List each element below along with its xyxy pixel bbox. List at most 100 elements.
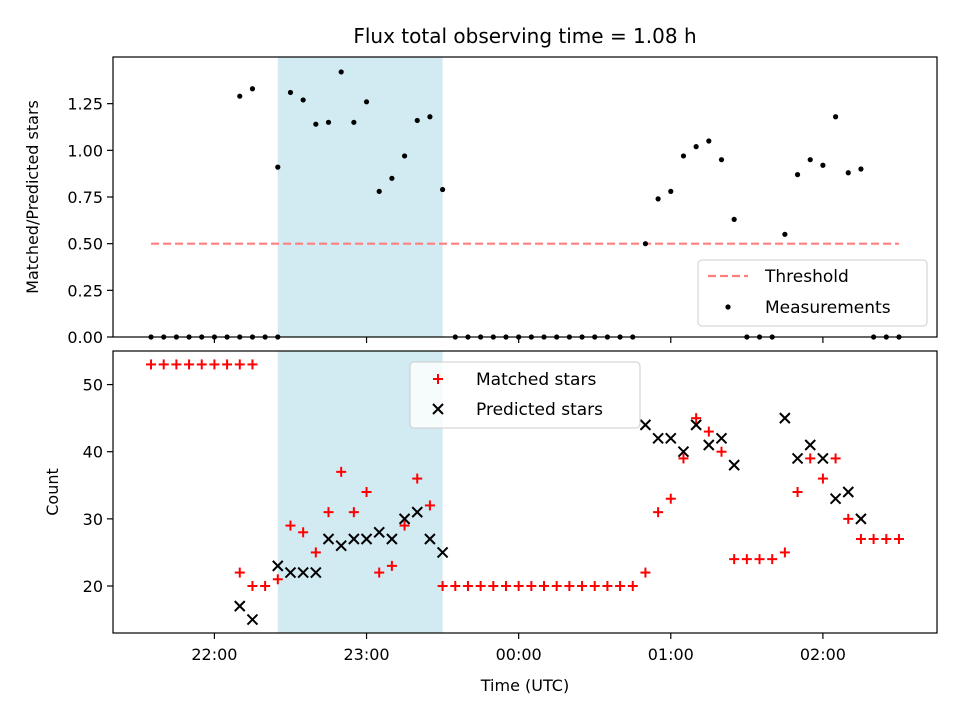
- predicted-star-point: [842, 486, 854, 498]
- bottom-plot-frame: [112, 350, 938, 634]
- matched-star-point: [437, 581, 448, 591]
- predicted-star-point: [652, 432, 664, 444]
- matched-star-point: [222, 359, 233, 370]
- matched-star-point: [146, 359, 157, 370]
- matched-star-point: [589, 581, 600, 591]
- legend-predicted-label: Predicted stars: [476, 400, 603, 420]
- bottom-y-tick-label: 30: [83, 510, 103, 529]
- matched-star-point: [526, 581, 537, 591]
- matched-star-point: [817, 473, 828, 484]
- matched-star-point: [893, 534, 904, 544]
- matched-star-point: [424, 500, 435, 511]
- matched-star-point: [260, 581, 271, 591]
- measurement-point: [731, 216, 737, 222]
- predicted-star-point: [310, 566, 322, 579]
- matched-star-point: [779, 547, 790, 558]
- matched-star-point: [602, 581, 613, 591]
- matched-star-point: [513, 581, 524, 591]
- predicted-star-point: [639, 419, 652, 431]
- predicted-star-point: [436, 546, 449, 559]
- bottom-y-axis-label: Count: [43, 468, 62, 516]
- measurement-point: [807, 157, 813, 163]
- measurement-point: [718, 157, 725, 163]
- predicted-star-point: [829, 493, 842, 505]
- matched-star-point: [830, 453, 841, 464]
- top-y-axis-label: Matched/Predicted stars: [23, 100, 42, 294]
- top-y-tick-label: 0.50: [67, 235, 103, 254]
- predicted-star-point: [246, 613, 259, 626]
- predicted-star-point: [791, 452, 804, 465]
- matched-star-point: [716, 446, 727, 457]
- predicted-star-point: [272, 560, 284, 572]
- predicted-star-point: [322, 533, 335, 545]
- predicted-star-point: [804, 439, 816, 451]
- predicted-star-point: [817, 452, 829, 465]
- matched-star-point: [412, 473, 423, 484]
- matched-star-point: [272, 574, 283, 585]
- matched-star-point: [653, 507, 664, 518]
- bottom-legend-box: [409, 361, 641, 429]
- matched-star-point: [551, 581, 562, 591]
- measurement-point: [693, 144, 699, 150]
- top-panel: Flux total observing time = 1.08 h 0.00 0…: [23, 24, 938, 347]
- matched-star-point: [374, 567, 385, 578]
- matched-star-point: [171, 359, 182, 370]
- matched-star-point: [184, 359, 195, 370]
- predicted-star-point: [386, 533, 398, 545]
- matched-star-point: [298, 527, 309, 538]
- matched-star-point: [691, 413, 702, 424]
- top-legend: Threshold Measurements: [697, 259, 928, 327]
- bottom-x-tick-label: 23:00: [343, 645, 389, 664]
- measurement-point: [338, 69, 344, 75]
- matched-star-point: [450, 581, 461, 591]
- predicted-star-point: [398, 513, 411, 525]
- matched-star-point: [500, 581, 511, 591]
- predicted-star-point: [335, 540, 347, 552]
- measurement-point: [414, 117, 420, 124]
- matched-star-point: [158, 359, 169, 370]
- top-y-tick-label: 0.00: [67, 328, 103, 347]
- matched-star-point: [539, 581, 550, 591]
- legend-measurements-swatch: [725, 304, 731, 310]
- measurement-point: [287, 89, 294, 96]
- legend-threshold-label: Threshold: [764, 267, 849, 287]
- top-legend-box: [697, 259, 928, 327]
- matched-star-point: [475, 581, 486, 591]
- matched-star-point: [577, 581, 588, 591]
- bottom-y-tick-label: 40: [83, 443, 103, 462]
- measurement-point: [782, 231, 788, 237]
- matched-star-point: [386, 560, 397, 571]
- matched-star-point: [627, 581, 638, 591]
- matched-star-point: [843, 513, 854, 524]
- measurement-point: [440, 186, 446, 193]
- matched-star-point: [234, 567, 245, 578]
- measurement-point: [363, 99, 370, 105]
- matched-star-point: [805, 453, 816, 464]
- measurement-point: [313, 121, 319, 127]
- top-y-tick-label: 1.25: [67, 95, 103, 114]
- predicted-star-point: [855, 513, 867, 525]
- matched-star-point: [399, 520, 410, 531]
- bottom-panel: 20 30 40 50 22:00 23:00 00:00 01:00 02:00 Count…: [43, 350, 938, 695]
- matched-star-point: [247, 359, 258, 370]
- matched-star-point: [868, 534, 879, 544]
- top-highlight-span: [277, 57, 443, 337]
- predicted-star-point: [297, 566, 309, 579]
- predicted-star-point: [373, 526, 385, 538]
- top-y-tick-label: 0.25: [67, 281, 103, 300]
- matched-star-point: [323, 507, 334, 518]
- bottom-x-tick-label: 22:00: [191, 645, 237, 664]
- measurement-point: [351, 119, 357, 125]
- legend-matched-label: Matched stars: [476, 370, 596, 390]
- predicted-star-point: [779, 412, 791, 424]
- legend-measurements-label: Measurements: [765, 298, 891, 318]
- measurement-point: [427, 114, 433, 120]
- measurement-point: [642, 241, 649, 247]
- top-y-tick-label: 0.75: [67, 188, 103, 207]
- matched-star-point: [196, 359, 207, 370]
- measurement-point: [237, 93, 243, 99]
- bottom-x-tick-label: 00:00: [496, 645, 542, 664]
- measurement-point: [401, 153, 408, 159]
- matched-star-point: [640, 567, 651, 578]
- predicted-star-point: [348, 533, 360, 545]
